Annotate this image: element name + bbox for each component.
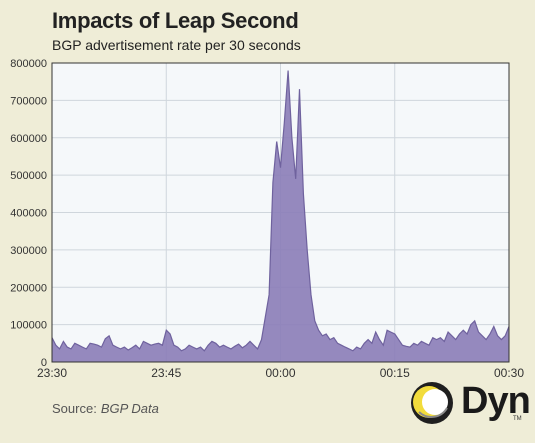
y-tick-label: 700000 — [10, 95, 47, 107]
y-tick-label: 600000 — [10, 133, 47, 145]
y-tick-label: 200000 — [10, 282, 47, 294]
trademark-mark: TM — [513, 416, 522, 422]
source-label: Source: — [52, 401, 97, 416]
chart-subtitle: BGP advertisement rate per 30 seconds — [52, 37, 301, 53]
x-tick-label: 23:30 — [37, 366, 67, 380]
chart-title: Impacts of Leap Second — [52, 8, 299, 33]
dyn-ring-icon — [411, 382, 453, 424]
source-note: Source: BGP Data — [52, 401, 159, 416]
dyn-wordmark: Dyn — [461, 380, 531, 422]
y-tick-label: 400000 — [10, 208, 47, 220]
dyn-logo: Dyn TM — [405, 378, 531, 428]
y-tick-label: 100000 — [10, 320, 47, 332]
y-tick-label: 500000 — [10, 170, 47, 182]
y-tick-label: 800000 — [10, 58, 47, 70]
x-tick-label: 00:00 — [265, 366, 295, 380]
y-tick-label: 0 — [41, 357, 47, 369]
series-line — [51, 70, 510, 352]
x-tick-label: 23:45 — [151, 366, 181, 380]
plot-frame — [51, 62, 510, 363]
source-value: BGP Data — [100, 401, 159, 416]
y-tick-label: 300000 — [10, 245, 47, 257]
x-tick-label: 00:30 — [494, 366, 524, 380]
series-area — [52, 70, 509, 362]
x-tick-label: 00:15 — [380, 366, 410, 380]
